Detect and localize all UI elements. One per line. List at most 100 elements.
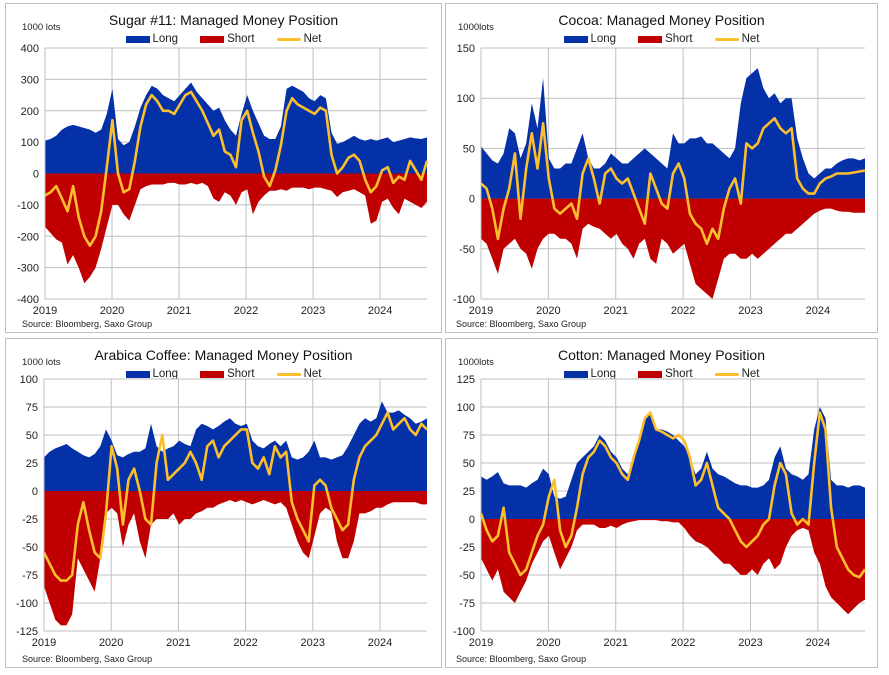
legend-swatch-net [714, 37, 739, 41]
area-long [481, 407, 865, 519]
y-tick-label: 75 [463, 430, 475, 442]
x-tick-label: 2019 [469, 305, 493, 317]
y-axis-unit-label: 1000lots [458, 357, 494, 368]
y-tick-label: -125 [16, 626, 38, 638]
x-tick-label: 2024 [806, 305, 830, 317]
x-tick-label: 2023 [301, 305, 325, 317]
legend-label-net: Net [741, 33, 760, 45]
y-tick-label: -200 [17, 231, 39, 243]
y-axis-unit-label: 1000lots [458, 22, 494, 33]
x-tick-label: 2020 [99, 637, 123, 649]
y-tick-label: 0 [469, 194, 475, 206]
y-tick-label: -100 [453, 626, 475, 638]
legend-label-net: Net [741, 368, 760, 380]
legend-label-long: Long [152, 368, 179, 380]
line-net [44, 90, 429, 247]
x-tick-label: 2022 [233, 637, 257, 649]
legend-item-short: Short [200, 33, 255, 45]
y-tick-label: 50 [463, 143, 475, 155]
area-long [481, 68, 865, 199]
x-tick-label: 2022 [234, 305, 258, 317]
legend-swatch-short [638, 35, 663, 43]
legend-label-net: Net [303, 368, 322, 380]
legend-label-long: Long [590, 33, 617, 45]
x-tick-label: 2020 [536, 637, 560, 649]
legend-item-short: Short [638, 33, 693, 45]
legend-swatch-net [276, 372, 301, 376]
legend-swatch-long [125, 370, 150, 378]
chart-panel-cocoa: Cocoa: Managed Money Position 1000lots L… [445, 3, 878, 333]
y-tick-label: -75 [459, 598, 475, 610]
source-note: Source: Bloomberg, Saxo Group [22, 654, 153, 664]
y-tick-label: -400 [17, 294, 39, 306]
chart-panel-sugar: Sugar #11: Managed Money Position 1000 l… [5, 3, 442, 333]
y-tick-label: -50 [459, 244, 475, 256]
legend-label-net: Net [303, 33, 322, 45]
y-tick-label: -25 [22, 514, 38, 526]
x-tick-label: 2019 [33, 305, 57, 317]
y-tick-label: 25 [463, 486, 475, 498]
legend-item-net: Net [276, 33, 322, 45]
legend: Long Short Net [6, 33, 441, 45]
x-tick-label: 2021 [603, 637, 627, 649]
legend-item-net: Net [714, 368, 760, 380]
y-tick-label: 0 [32, 486, 38, 498]
legend-item-long: Long [125, 368, 179, 380]
x-tick-label: 2023 [738, 305, 762, 317]
legend-label-long: Long [152, 33, 179, 45]
legend: Long Short Net [446, 33, 877, 45]
x-tick-label: 2024 [806, 637, 830, 649]
y-tick-label: -75 [22, 570, 38, 582]
x-tick-label: 2023 [301, 637, 325, 649]
area-short [481, 519, 865, 615]
legend-swatch-long [563, 35, 588, 43]
legend-item-short: Short [638, 368, 693, 380]
y-tick-label: -300 [17, 263, 39, 275]
legend-swatch-net [276, 37, 301, 41]
y-tick-label: 100 [21, 137, 39, 149]
legend-label-short: Short [665, 33, 693, 45]
legend-label-long: Long [590, 368, 617, 380]
x-tick-label: 2019 [469, 637, 493, 649]
y-tick-label: 50 [26, 430, 38, 442]
x-tick-label: 2021 [167, 305, 191, 317]
legend-swatch-short [200, 35, 225, 43]
y-tick-label: 0 [33, 169, 39, 181]
legend-item-net: Net [714, 33, 760, 45]
legend-swatch-long [125, 35, 150, 43]
area-short [481, 198, 865, 299]
y-tick-label: 100 [457, 402, 475, 414]
y-tick-label: 125 [457, 374, 475, 386]
legend-item-long: Long [125, 33, 179, 45]
source-note: Source: Bloomberg, Saxo Group [456, 319, 587, 329]
legend-item-net: Net [276, 368, 322, 380]
x-tick-label: 2023 [738, 637, 762, 649]
y-tick-label: -50 [459, 570, 475, 582]
y-tick-label: -100 [453, 294, 475, 306]
y-tick-label: 400 [21, 43, 39, 55]
y-tick-label: 75 [26, 402, 38, 414]
y-tick-label: 0 [469, 514, 475, 526]
y-tick-label: -100 [17, 200, 39, 212]
x-tick-label: 2022 [671, 637, 695, 649]
area-short [44, 491, 427, 626]
line-net [479, 411, 867, 579]
y-axis-unit-label: 1000 lots [22, 22, 61, 33]
y-tick-label: 100 [20, 374, 38, 386]
legend-label-short: Short [227, 368, 255, 380]
chart-title: Arabica Coffee: Managed Money Position [94, 347, 353, 363]
legend: Long Short Net [6, 368, 441, 380]
legend-item-short: Short [200, 368, 255, 380]
x-tick-label: 2024 [368, 305, 392, 317]
legend-swatch-net [714, 372, 739, 376]
chart-title: Sugar #11: Managed Money Position [108, 12, 339, 28]
y-tick-label: 100 [457, 93, 475, 105]
chart-title: Cocoa: Managed Money Position [558, 12, 765, 28]
x-tick-label: 2020 [100, 305, 124, 317]
legend-item-long: Long [563, 33, 617, 45]
area-short [45, 173, 427, 284]
legend-swatch-short [200, 370, 225, 378]
